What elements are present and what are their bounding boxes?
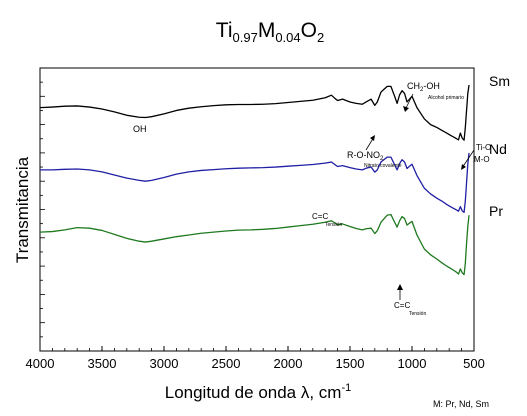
x-axis-label-text: Longitud de onda λ, cm	[165, 383, 342, 402]
annotation-alcohol: Alcohol primario	[428, 95, 464, 101]
annotation-rono2-text: R-O-NO	[347, 150, 380, 160]
annotation-cc2: C=C	[394, 301, 410, 310]
arrowhead-tio	[461, 164, 466, 170]
y-axis-label: Transmitancia	[13, 156, 32, 263]
annotation-mo: M-O	[474, 155, 490, 164]
title-m: M	[258, 19, 276, 42]
footnote: M: Pr, Nd, Sm	[433, 399, 489, 409]
series-label-sm: Sm	[489, 73, 510, 89]
series-label-nd: Nd	[489, 141, 507, 157]
annotation-ch2oh-text: CH	[407, 81, 420, 91]
series-line-nd	[40, 152, 470, 213]
series-line-sm	[39, 84, 470, 141]
annotation-tension2: Tensión	[409, 311, 426, 317]
annotation-rono2-sub: 2	[380, 156, 384, 162]
title-sub1: 0.97	[233, 30, 258, 45]
annotations: OH CH2-OH Alcohol primario R-O-NO2 Nitra…	[133, 81, 491, 317]
title-sub2: 0.04	[275, 30, 300, 45]
x-tick-label: 2000	[274, 356, 303, 371]
title-sub3: 2	[317, 30, 324, 45]
title-o: O	[301, 19, 317, 42]
annotation-cc1: C=C	[312, 212, 328, 221]
series-line-pr	[39, 213, 470, 276]
x-tick-label: 1000	[398, 356, 427, 371]
annotation-rono2: R-O-NO2	[347, 150, 384, 162]
arrowhead-cc2	[397, 284, 403, 290]
title-ti: Ti	[216, 19, 233, 42]
annotation-ch2oh-tail: -OH	[423, 81, 440, 91]
x-axis-label-sup: -1	[341, 382, 351, 394]
annotation-nitrato: Nitrato covalente	[364, 163, 402, 169]
x-tick-label: 4000	[26, 356, 55, 371]
annotation-tension1: Tensión	[325, 222, 342, 228]
x-axis-label: Longitud de onda λ, cm-1	[165, 382, 352, 402]
annotation-ch2oh-sub: 2	[420, 87, 424, 93]
axis-ticks: 4000 3500 3000 2500 2000 1500 1000 500	[26, 81, 485, 371]
x-tick-label: 3500	[88, 356, 117, 371]
series-labels: Sm Nd Pr	[489, 73, 510, 219]
arrowhead-ch2oh	[403, 106, 409, 112]
series-layer	[39, 84, 470, 276]
x-tick-label: 500	[463, 356, 485, 371]
arrowhead-rono2	[370, 135, 375, 141]
annotation-ch2oh: CH2-OH	[407, 81, 440, 93]
x-tick-label: 1500	[336, 356, 365, 371]
arrow-tio	[461, 149, 475, 169]
x-tick-label: 2500	[212, 356, 241, 371]
series-label-pr: Pr	[489, 203, 503, 219]
chart-title: Ti0.97M0.04O2	[216, 19, 324, 45]
annotation-oh: OH	[133, 124, 147, 134]
x-tick-label: 3000	[150, 356, 179, 371]
annotation-tio: Ti-O	[476, 143, 491, 152]
